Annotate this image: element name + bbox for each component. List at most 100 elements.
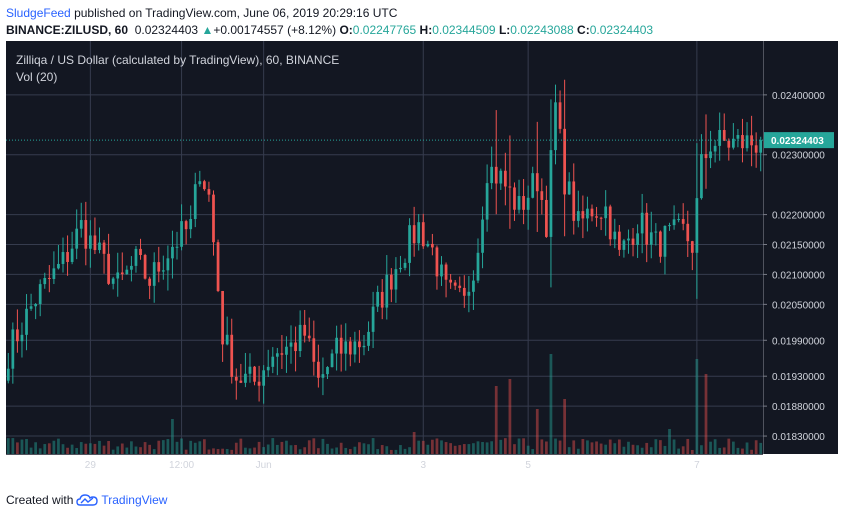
candle-body	[88, 235, 92, 249]
candle-body	[216, 242, 220, 291]
price-tick-label: 0.02300000	[772, 151, 825, 162]
high-value: 0.02344509	[432, 23, 496, 37]
volume-bar	[52, 440, 56, 454]
candle-body	[595, 216, 598, 218]
volume-bar	[143, 442, 147, 454]
volume-bar	[576, 448, 580, 454]
volume-bar	[627, 441, 630, 454]
volume-bar	[184, 449, 188, 454]
volume-bar	[335, 447, 338, 454]
volume-bar	[727, 438, 731, 454]
volume-bar	[6, 438, 10, 454]
candle-body	[608, 206, 612, 240]
volume-bar	[695, 359, 699, 454]
candle-body	[654, 231, 658, 233]
candle-body	[417, 222, 421, 244]
candle-body	[549, 150, 553, 237]
volume-bar	[253, 447, 256, 454]
volume-bar	[134, 446, 138, 454]
candle-body	[490, 166, 494, 184]
candle-body	[522, 196, 525, 210]
candle-body	[426, 243, 430, 247]
candle-body	[613, 231, 617, 240]
candle-body	[540, 191, 544, 200]
volume-bar	[371, 438, 375, 454]
candle-body	[189, 219, 193, 230]
volume-bar	[20, 439, 24, 454]
volume-bar	[317, 448, 320, 454]
volume-bar	[700, 445, 703, 454]
candle-body	[458, 285, 462, 288]
volume-bar	[613, 443, 617, 454]
candle-body	[444, 264, 448, 280]
candle-body	[234, 376, 238, 381]
chart-pane[interactable]: 0.02500000 0.02400000 0.02300000 0.02200000…	[6, 41, 838, 471]
candle-body	[339, 337, 343, 354]
candle-body	[47, 278, 51, 280]
candle-body	[499, 170, 503, 184]
volume-bar	[34, 442, 38, 454]
candle-body	[367, 331, 370, 346]
volume-bar	[139, 447, 142, 454]
candle-body	[161, 270, 165, 272]
volume-bar	[175, 441, 179, 454]
candle-body	[57, 263, 60, 269]
candle-body	[727, 140, 731, 148]
candle-body	[558, 102, 562, 129]
time-tick-label: Jun	[256, 460, 272, 471]
volume-bar	[380, 445, 384, 454]
candle-body	[700, 154, 703, 199]
candle-body	[43, 278, 47, 285]
candle-body	[16, 329, 19, 342]
volume-bar	[485, 442, 489, 454]
volume-bar	[608, 439, 612, 454]
price-tick-label: 0.02500000	[772, 41, 825, 42]
volume-bar	[686, 438, 690, 454]
volume-bar	[554, 438, 557, 454]
candle-body	[526, 197, 530, 210]
volume-bar	[590, 442, 594, 454]
volume-bar	[572, 440, 576, 454]
volume-bar	[61, 444, 65, 454]
volume-bar	[330, 448, 334, 454]
volume-bar	[435, 438, 439, 454]
volume-bar	[558, 440, 562, 454]
candle-body	[312, 338, 316, 362]
price-tick-label: 0.01930000	[772, 372, 825, 383]
volume-bar	[540, 439, 544, 454]
volume-bar	[426, 444, 430, 454]
candle-body	[107, 253, 110, 284]
candle-body	[139, 248, 142, 256]
volume-bar	[248, 448, 252, 454]
candle-body	[70, 248, 74, 262]
candle-body	[344, 341, 348, 354]
volume-bar	[417, 440, 421, 454]
price-tick-label: 0.02050000	[772, 300, 825, 311]
created-with-label: Created with	[6, 493, 74, 507]
candle-body	[718, 130, 722, 146]
volume-bar	[367, 444, 370, 454]
volume-bar	[718, 447, 722, 454]
volume-bar	[704, 374, 708, 454]
candle-body	[11, 329, 15, 369]
candle-body	[586, 208, 589, 219]
volume-bar	[563, 399, 566, 454]
candle-body	[6, 368, 10, 381]
candle-body	[759, 140, 763, 153]
candle-body	[722, 130, 726, 141]
candle-body	[604, 206, 608, 219]
candle-body	[731, 138, 735, 148]
price-chart[interactable]: 0.02500000 0.02400000 0.02300000 0.02200000…	[6, 41, 838, 472]
close-value: 0.02324403	[589, 23, 654, 37]
volume-bar	[75, 448, 79, 454]
volume-bar	[731, 441, 735, 454]
volume-bar	[604, 444, 608, 454]
author-link[interactable]: SludgeFeed	[6, 6, 71, 20]
volume-bar	[599, 443, 603, 454]
volume-bar	[586, 440, 589, 454]
tradingview-brand-link[interactable]: TradingView	[101, 493, 168, 507]
volume-bar	[294, 445, 297, 454]
volume-bar	[212, 448, 215, 454]
volume-bar	[499, 439, 503, 454]
volume-bar	[116, 446, 120, 454]
